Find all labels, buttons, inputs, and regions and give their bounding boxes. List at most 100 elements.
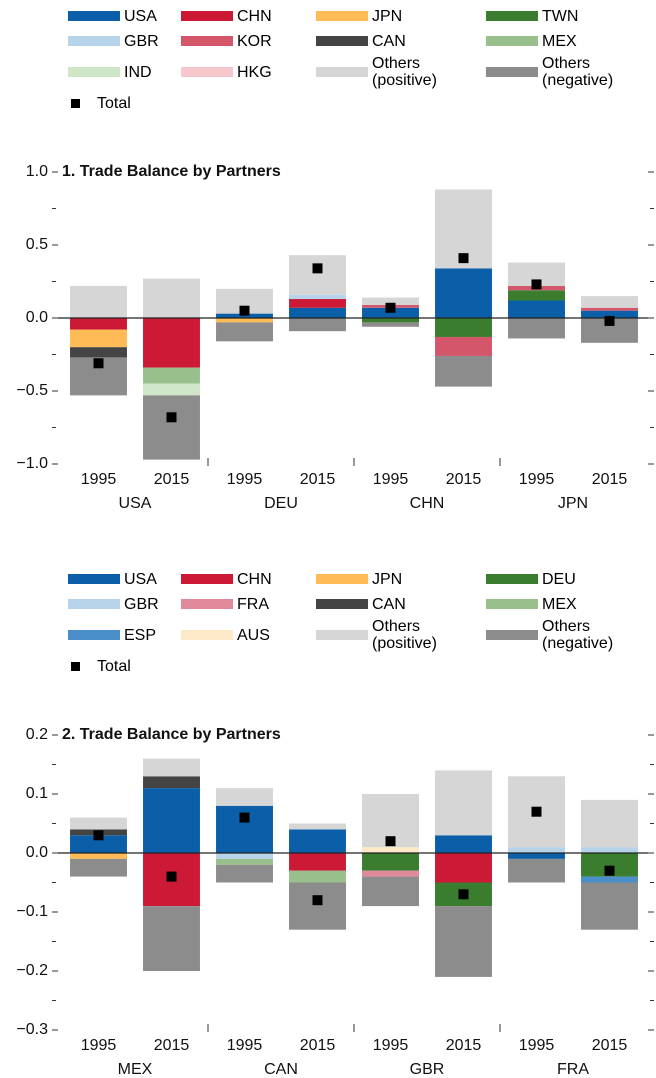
x-tick-label: 1995 — [373, 471, 409, 488]
bar-segment — [70, 285, 127, 318]
bar-segment — [581, 310, 638, 318]
bar-segment — [216, 318, 273, 323]
legend-item: USA — [68, 5, 181, 27]
bar-segment — [70, 817, 127, 830]
legend-swatch — [68, 630, 120, 640]
bar-segment — [435, 770, 492, 836]
bar-segment — [70, 347, 127, 358]
legend-swatch — [181, 36, 233, 46]
group-label: GBR — [410, 1061, 445, 1078]
bar-segment — [143, 758, 200, 777]
total-marker — [458, 253, 469, 264]
x-tick-label: 1995 — [227, 471, 263, 488]
bar-segment — [70, 858, 127, 877]
legend-item: Others (negative) — [486, 55, 646, 89]
legend-item: GBR — [68, 593, 181, 615]
group-label: JPN — [558, 495, 588, 512]
legend-item: CHN — [181, 5, 316, 27]
x-tick-label: 1995 — [227, 1037, 263, 1054]
legend-item: KOR — [181, 30, 316, 52]
bar-segment — [508, 262, 565, 286]
legend-label: Total — [97, 657, 131, 675]
bar-segment — [581, 882, 638, 930]
legend-label: IND — [124, 63, 152, 81]
bar-segment — [362, 322, 419, 327]
legend-swatch — [486, 574, 538, 584]
legend-item: CHN — [181, 568, 316, 590]
bar-segment — [70, 853, 127, 859]
y-tick-label: −0.3 — [16, 1021, 48, 1038]
x-tick-label: 1995 — [373, 1037, 409, 1054]
bar-segment — [143, 383, 200, 396]
legend-label: AUS — [237, 626, 270, 644]
bar-segment — [143, 906, 200, 971]
legend-label: Total — [97, 94, 131, 112]
legend-label: MEX — [542, 595, 577, 613]
legend-swatch — [181, 11, 233, 21]
bar-segment — [143, 278, 200, 318]
legend-item: Total — [68, 655, 181, 677]
legend-item: HKG — [181, 55, 316, 89]
legend-item: Others (positive) — [316, 55, 486, 89]
bar-segment — [289, 299, 346, 308]
bar-segment — [70, 835, 127, 853]
bar-segment — [362, 853, 419, 871]
bar-segment — [508, 300, 565, 318]
legend-swatch — [68, 67, 120, 77]
legend-label: JPN — [372, 570, 403, 588]
bar-segment — [289, 307, 346, 318]
total-marker — [458, 889, 469, 900]
bar-segment — [435, 336, 492, 356]
y-tick-label: −0.1 — [16, 903, 48, 920]
bar-segment — [581, 876, 638, 883]
legend-swatch — [68, 36, 120, 46]
legend-item: GBR — [68, 30, 181, 52]
legend-label: CAN — [372, 595, 406, 613]
bar-segment — [581, 799, 638, 848]
legend-item: AUS — [181, 618, 316, 652]
x-tick-label: 2015 — [446, 471, 482, 488]
bar-segment — [143, 788, 200, 853]
y-tick-label: 0.0 — [26, 309, 48, 326]
total-marker — [531, 806, 542, 817]
legend-label: CHN — [237, 7, 272, 25]
legend-swatch — [181, 599, 233, 609]
legend-label: TWN — [542, 7, 579, 25]
total-marker — [604, 315, 615, 326]
bar-segment — [508, 290, 565, 301]
x-tick-label: 2015 — [592, 471, 628, 488]
bar-segment — [581, 847, 638, 853]
legend-item: USA — [68, 568, 181, 590]
bar-segment — [289, 882, 346, 930]
bar-segment — [143, 318, 200, 368]
group-label: DEU — [264, 495, 298, 512]
group-label: FRA — [557, 1061, 589, 1078]
bar-segment — [289, 294, 346, 300]
bar-segment — [289, 318, 346, 332]
bar-segment — [216, 858, 273, 865]
legend-label: Others (negative) — [542, 55, 614, 89]
legend-swatch — [316, 630, 368, 640]
total-marker — [166, 871, 177, 882]
bar-segment — [435, 906, 492, 977]
legend: USA CHN JPN DEU GBR FRA CAN MEX ESP AUS Others (po… — [68, 568, 646, 677]
y-tick-label: −0.2 — [16, 962, 48, 979]
group-label: MEX — [118, 1061, 153, 1078]
total-marker — [312, 895, 323, 906]
bar-segment — [70, 318, 127, 330]
bar-segment — [70, 329, 127, 348]
legend-swatch — [68, 599, 120, 609]
bar-segment — [362, 847, 419, 853]
bar-segment — [435, 355, 492, 387]
x-tick-label: 2015 — [300, 471, 336, 488]
bar-segment — [289, 829, 346, 853]
y-tick-label: −0.5 — [16, 382, 48, 399]
bar-segment — [362, 318, 419, 323]
bar-segment — [435, 853, 492, 883]
bar-segment — [508, 853, 565, 859]
y-tick-label: 0.5 — [26, 236, 48, 253]
bar-segment — [289, 853, 346, 871]
bar-segment — [435, 268, 492, 318]
legend-swatch — [316, 599, 368, 609]
legend-label: USA — [124, 7, 157, 25]
